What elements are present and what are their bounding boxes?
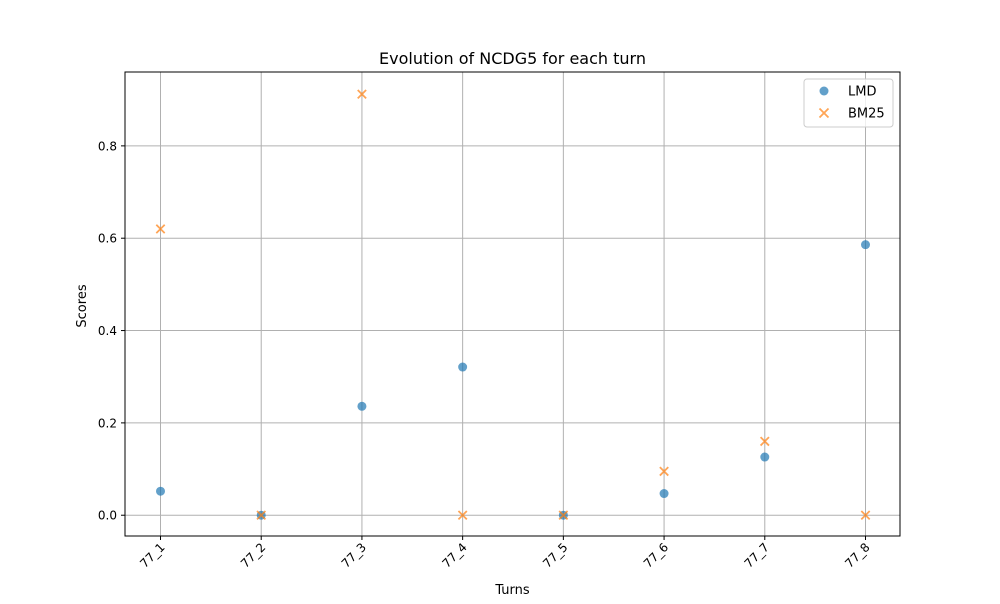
y-tick-label: 0.8 bbox=[98, 139, 117, 153]
point-lmd bbox=[357, 401, 367, 411]
grid bbox=[125, 72, 900, 536]
data-marks bbox=[155, 89, 871, 521]
legend-marker-bm25 bbox=[818, 107, 830, 119]
legend-label-bm25: BM25 bbox=[848, 107, 885, 122]
x-axis-label: Turns bbox=[494, 583, 530, 598]
legend-item-lmd: LMD bbox=[819, 85, 876, 100]
legend-item-bm25: BM25 bbox=[818, 107, 885, 122]
y-axis-label: Scores bbox=[75, 284, 90, 327]
y-tick-label: 0.0 bbox=[98, 509, 117, 523]
point-lmd bbox=[760, 452, 770, 462]
point-bm25 bbox=[457, 510, 468, 521]
point-bm25 bbox=[558, 510, 569, 521]
y-tick-label: 0.4 bbox=[98, 324, 117, 338]
point-bm25 bbox=[759, 436, 770, 447]
point-bm25 bbox=[659, 466, 669, 477]
point-lmd bbox=[458, 362, 468, 372]
point-bm25 bbox=[357, 89, 367, 99]
point-lmd bbox=[861, 240, 870, 250]
legend: LMD BM25 bbox=[803, 78, 894, 128]
point-lmd bbox=[156, 486, 165, 496]
legend-label-lmd: LMD bbox=[848, 85, 876, 100]
chart-title: Evolution of NCDG5 for each turn bbox=[379, 49, 646, 68]
y-tick-label: 0.2 bbox=[98, 416, 117, 430]
point-bm25 bbox=[256, 510, 267, 521]
y-tick-label: 0.6 bbox=[98, 232, 117, 246]
plot-frame bbox=[124, 71, 901, 537]
point-lmd bbox=[659, 489, 669, 499]
legend-marker-lmd bbox=[819, 86, 829, 96]
point-bm25 bbox=[860, 510, 871, 521]
point-bm25 bbox=[155, 224, 166, 234]
